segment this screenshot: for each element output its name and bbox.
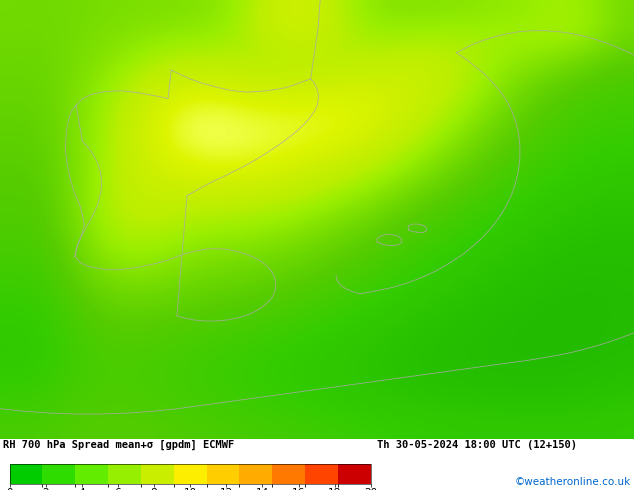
Text: ©weatheronline.co.uk: ©weatheronline.co.uk — [515, 477, 631, 488]
Text: Th 30-05-2024 18:00 UTC (12+150): Th 30-05-2024 18:00 UTC (12+150) — [377, 440, 577, 450]
Text: RH 700 hPa Spread mean+σ [gpdm] ECMWF: RH 700 hPa Spread mean+σ [gpdm] ECMWF — [3, 440, 235, 450]
